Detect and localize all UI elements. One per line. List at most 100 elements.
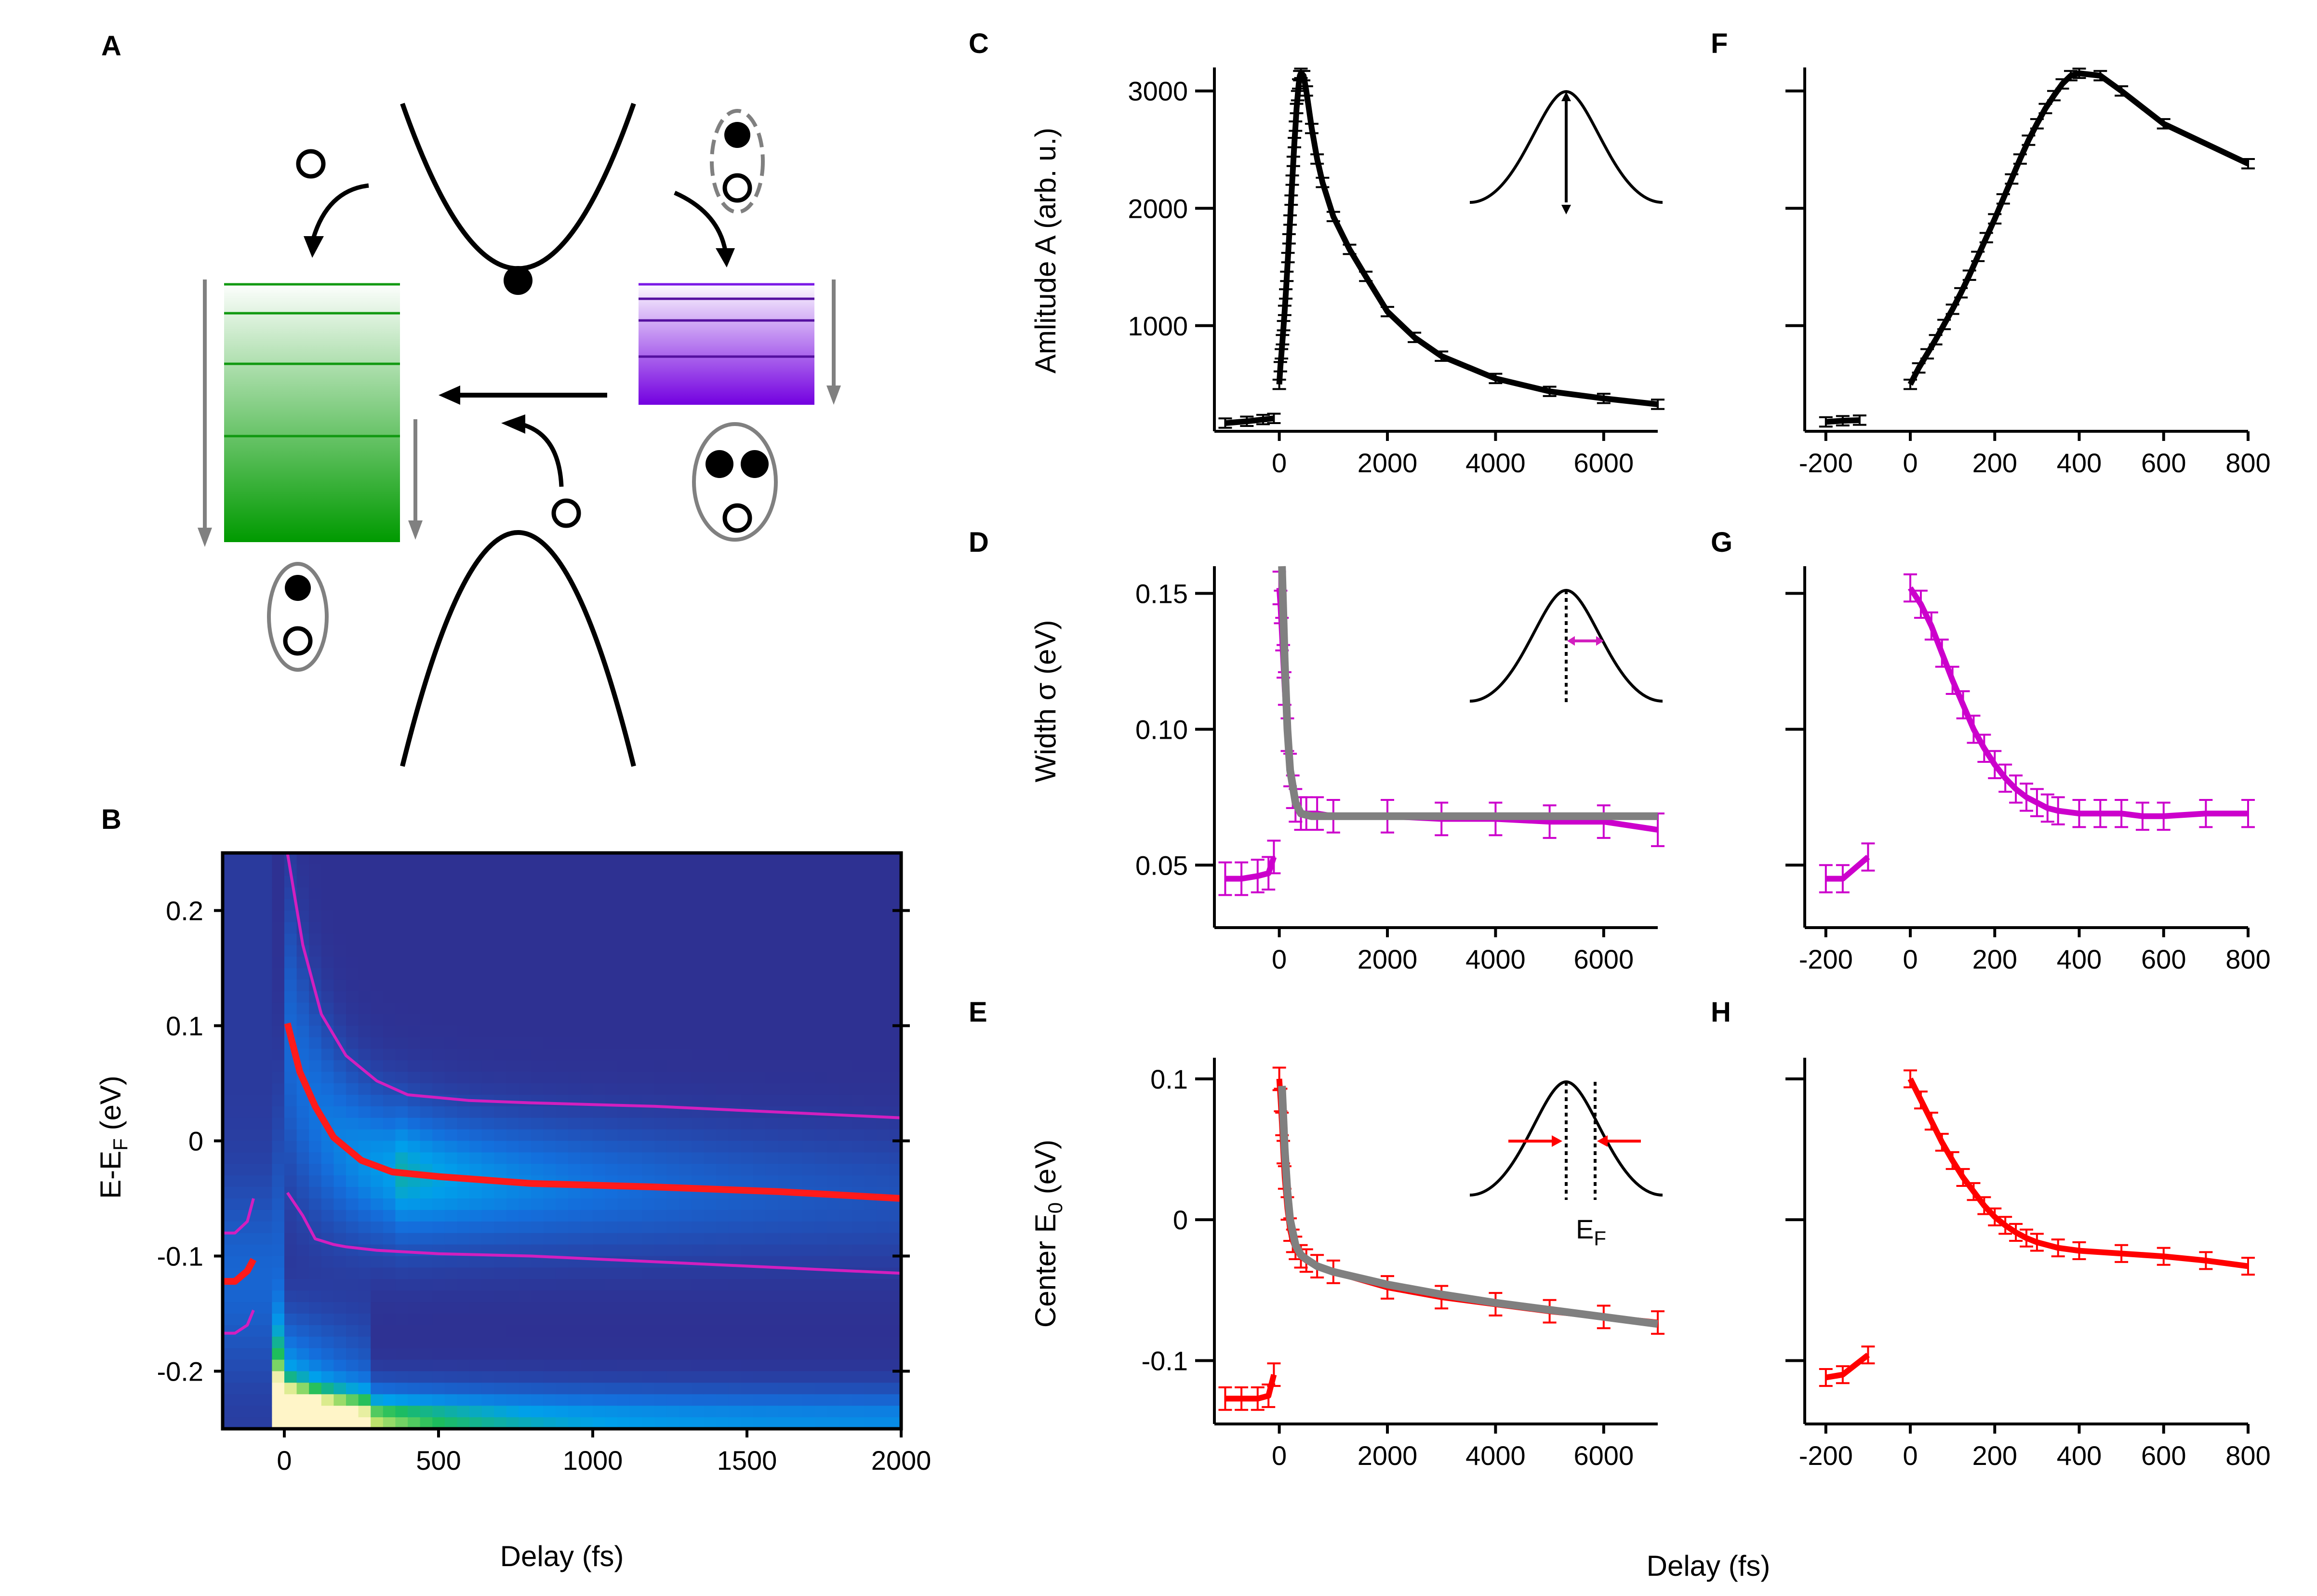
hole-circle bbox=[722, 173, 752, 203]
heatmap-cell bbox=[765, 1141, 778, 1153]
heatmap-cell bbox=[802, 933, 815, 946]
heatmap-cell bbox=[778, 1129, 791, 1142]
heatmap-cell bbox=[333, 1152, 346, 1165]
heatmap-cell bbox=[629, 864, 643, 877]
heatmap-cell bbox=[605, 910, 618, 923]
heatmap-cell bbox=[531, 1210, 544, 1222]
heatmap-cell bbox=[247, 887, 260, 900]
heatmap-cell bbox=[605, 1267, 618, 1280]
heatmap-cell bbox=[395, 922, 408, 934]
heatmap-cell bbox=[531, 1233, 544, 1245]
heatmap-cell bbox=[506, 922, 519, 934]
heatmap-cell bbox=[753, 899, 766, 911]
heatmap-cell bbox=[827, 1083, 840, 1095]
heatmap-cell bbox=[617, 853, 630, 865]
heatmap-cell bbox=[593, 1072, 606, 1084]
heatmap-cell bbox=[309, 1037, 322, 1050]
heatmap-cell bbox=[864, 1198, 877, 1210]
heatmap-cell bbox=[543, 1383, 557, 1395]
heatmap-cell bbox=[741, 1198, 754, 1210]
heatmap-cell bbox=[481, 1325, 495, 1337]
heatmap-cell bbox=[333, 957, 346, 969]
heatmap-cell bbox=[839, 910, 852, 923]
heatmap-cell bbox=[296, 1256, 310, 1268]
heatmap-cell bbox=[741, 1267, 754, 1280]
heatmap-cell bbox=[704, 933, 717, 946]
heatmap-cell bbox=[802, 1406, 815, 1418]
heatmap-cell bbox=[679, 853, 692, 865]
heatmap-cell bbox=[691, 864, 705, 877]
heatmap-cell bbox=[284, 1371, 297, 1383]
y-label-e-main: Center E bbox=[1029, 1213, 1062, 1328]
heatmap-cell bbox=[605, 1302, 618, 1314]
heatmap-cell bbox=[814, 1106, 828, 1118]
heatmap-cell bbox=[531, 1198, 544, 1210]
heatmap-cell bbox=[272, 1129, 285, 1142]
heatmap-cell bbox=[371, 1383, 384, 1395]
heatmap-cell bbox=[346, 910, 359, 923]
heatmap-cell bbox=[666, 1129, 680, 1142]
heatmap-cell bbox=[593, 887, 606, 900]
heatmap-cell bbox=[580, 1221, 593, 1234]
inset-arrow-head bbox=[1567, 636, 1575, 646]
heatmap-cell bbox=[802, 1302, 815, 1314]
heatmap-cell bbox=[420, 922, 433, 934]
heatmap-cell bbox=[531, 945, 544, 958]
heatmap-cell bbox=[506, 876, 519, 888]
heatmap-cell bbox=[457, 968, 470, 980]
heatmap-cell bbox=[519, 864, 532, 877]
heatmap-cell bbox=[395, 1094, 408, 1107]
heatmap-cell bbox=[235, 1014, 248, 1026]
heatmap-cell bbox=[420, 979, 433, 992]
heatmap-cell bbox=[741, 1406, 754, 1418]
heatmap-cell bbox=[691, 1198, 705, 1210]
heatmap-cell bbox=[556, 1152, 569, 1165]
heatmap-cell bbox=[852, 1094, 865, 1107]
heatmap-cell bbox=[802, 968, 815, 980]
heatmap-cell bbox=[272, 910, 285, 923]
heatmap-cell bbox=[629, 1198, 643, 1210]
heatmap-cell bbox=[321, 1049, 334, 1061]
heatmap-cell bbox=[519, 1314, 532, 1326]
heatmap-cell bbox=[617, 1256, 630, 1268]
heatmap-cell bbox=[321, 1383, 334, 1395]
heatmap-cell bbox=[247, 1025, 260, 1038]
heatmap-cell bbox=[556, 1383, 569, 1395]
heatmap-cell bbox=[506, 1014, 519, 1026]
heatmap-cell bbox=[223, 1359, 236, 1372]
heatmap-cell bbox=[519, 1210, 532, 1222]
heatmap-cell bbox=[741, 1002, 754, 1015]
heatmap-cell bbox=[814, 1002, 828, 1015]
heatmap-cell bbox=[716, 1049, 729, 1061]
heatmap-cell bbox=[519, 876, 532, 888]
heatmap-cell bbox=[444, 1083, 458, 1095]
heatmap-cell bbox=[605, 1359, 618, 1372]
heatmap-cell bbox=[802, 1233, 815, 1245]
heatmap-cell bbox=[346, 1314, 359, 1326]
heatmap-cell bbox=[765, 1302, 778, 1314]
heatmap-cell bbox=[580, 933, 593, 946]
heatmap-cell bbox=[284, 1325, 297, 1337]
heatmap-cell bbox=[617, 876, 630, 888]
heatmap-cell bbox=[469, 1083, 482, 1095]
heatmap-cell bbox=[852, 1256, 865, 1268]
heatmap-cell bbox=[543, 1233, 557, 1245]
heatmap-cell bbox=[778, 1025, 791, 1038]
heatmap-cell bbox=[617, 968, 630, 980]
heatmap-cell bbox=[691, 1014, 705, 1026]
heatmap-cell bbox=[802, 1244, 815, 1257]
heatmap-cell bbox=[296, 1187, 310, 1199]
heatmap-cell bbox=[790, 1175, 803, 1188]
heatmap-cell bbox=[506, 1314, 519, 1326]
heatmap-cell bbox=[691, 1290, 705, 1303]
x-tick-label-b: 1000 bbox=[563, 1445, 623, 1476]
heatmap-cell bbox=[839, 1383, 852, 1395]
heatmap-cell bbox=[395, 910, 408, 923]
heatmap-cell bbox=[568, 933, 581, 946]
x-axis-label-b: Delay (fs) bbox=[500, 1540, 624, 1572]
heatmap-cell bbox=[679, 1094, 692, 1107]
heatmap-cell bbox=[494, 1014, 507, 1026]
heatmap-cell bbox=[666, 1221, 680, 1234]
heatmap-cell bbox=[556, 957, 569, 969]
line-center-pre bbox=[223, 1258, 257, 1285]
